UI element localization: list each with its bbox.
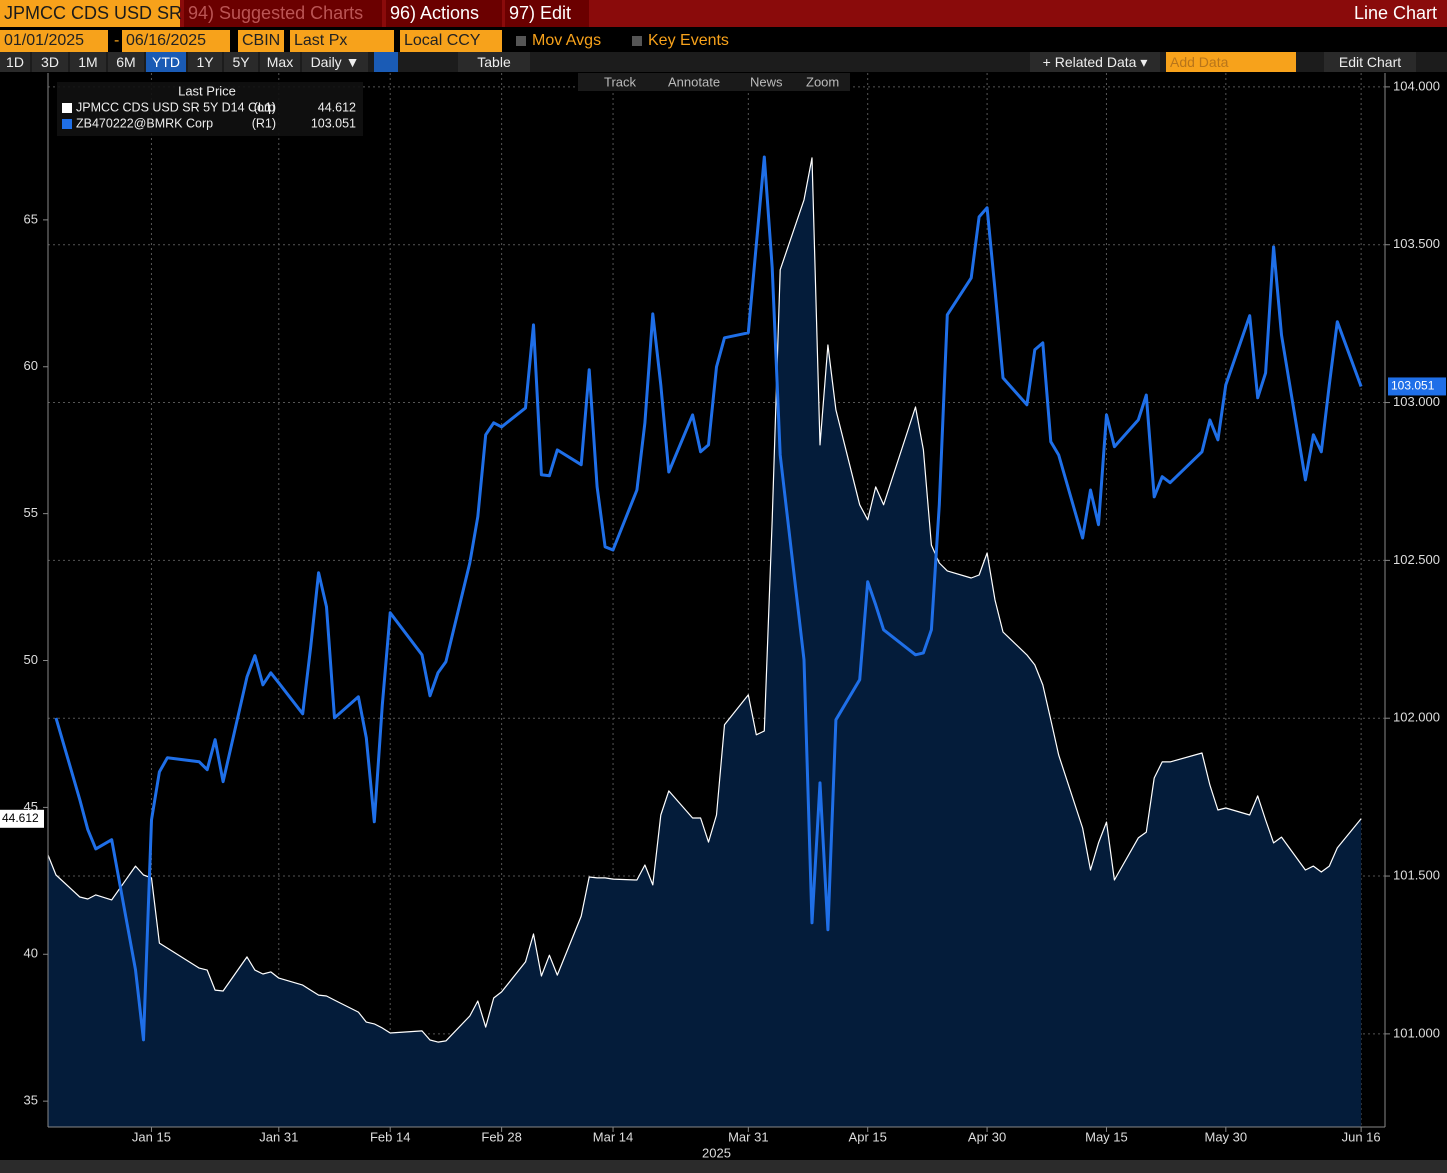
x-tick-label: May 30 (1205, 1129, 1248, 1144)
price-field[interactable]: Last Px (290, 30, 394, 52)
chart-tools (578, 73, 850, 91)
chart-tool[interactable]: News (750, 74, 783, 89)
line (54, 155, 1363, 1042)
period-button[interactable]: 1Y (188, 52, 222, 72)
period-button[interactable]: YTD (146, 52, 186, 72)
title-bar: JPMCC CDS USD SR 94) Suggested Charts 96… (0, 0, 1447, 27)
x-tick-label: Apr 30 (968, 1129, 1006, 1144)
area-fill (48, 157, 1362, 1127)
x-tick-label: Jun 16 (1342, 1129, 1381, 1144)
legend-name: JPMCC CDS USD SR 5Y D14 Corp (76, 100, 275, 114)
y-tick-label: 50 (24, 652, 38, 667)
legend-swatch (62, 103, 72, 113)
key-events-label: Key Events (648, 32, 729, 49)
actions-menu[interactable]: 96) Actions (386, 0, 502, 27)
x-tick-label: Mar 14 (593, 1129, 633, 1144)
legend-name: ZB470222@BMRK Corp (76, 116, 213, 130)
period-button[interactable]: 6M (108, 52, 144, 72)
period-button[interactable]: 5Y (224, 52, 258, 72)
line-icon[interactable] (374, 52, 398, 72)
edit-chart[interactable]: Edit Chart (1324, 52, 1416, 72)
last-value-badge (0, 809, 44, 828)
y2-tick-label: 101.000 (1393, 1025, 1440, 1040)
status-strip (0, 1160, 1447, 1173)
y2-tick-label: 101.500 (1393, 867, 1440, 882)
security-field[interactable]: JPMCC CDS USD SR (0, 0, 182, 27)
y2-tick-label: 103.500 (1393, 236, 1440, 251)
last-value-label: 103.051 (1391, 379, 1435, 393)
y-tick-label: 65 (24, 211, 38, 226)
checkbox[interactable] (516, 36, 526, 46)
mov-avgs-label: Mov Avgs (532, 32, 602, 49)
add-data[interactable]: Add Data (1166, 52, 1296, 72)
y-tick-label: 60 (24, 358, 38, 373)
period-bar: 1D 3D 1M 6M YTD 1Y 5Y Max Daily ▼ Table + Relat… (0, 52, 1447, 72)
x-tick-label: Feb 28 (481, 1129, 521, 1144)
suggested-charts[interactable]: 94) Suggested Charts (184, 0, 382, 27)
legend-tag: (L1) (254, 100, 276, 114)
chart-tool[interactable]: Annotate (668, 74, 720, 89)
x-tick-label: Jan 15 (132, 1129, 171, 1144)
view-name: Line Chart (1353, 3, 1437, 23)
mov-avgs[interactable]: Mov Avgs (512, 30, 605, 52)
legend-tag: (R1) (252, 116, 276, 130)
y2-tick-label: 104.000 (1393, 78, 1440, 93)
x-axis-label: 2025 (702, 1145, 731, 1160)
last-value-label: 44.612 (2, 811, 39, 825)
chart-tool[interactable]: Zoom (806, 74, 839, 89)
key-events[interactable]: Key Events (628, 30, 733, 52)
start-date[interactable]: 01/01/2025 (0, 30, 108, 52)
last-value-badge (1388, 377, 1446, 396)
legend-box (57, 82, 363, 136)
y-tick-label: 35 (24, 1093, 38, 1108)
x-tick-label: Apr 15 (849, 1129, 887, 1144)
chart-tool[interactable]: Track (604, 74, 637, 89)
x-tick-label: May 15 (1085, 1129, 1128, 1144)
y2-tick-label: 102.500 (1393, 552, 1440, 567)
legend-swatch (62, 119, 72, 129)
period-button[interactable]: Max (260, 52, 300, 72)
legend-value: 103.051 (311, 116, 356, 130)
y-tick-label: 55 (24, 505, 38, 520)
y-tick-label: 40 (24, 946, 38, 961)
source-field[interactable]: CBIN (238, 30, 284, 52)
chart: Jan 15 Jan 31 Feb 14 Feb 28 Mar 14 Mar 31 Apr … (0, 73, 1447, 1173)
frequency[interactable]: Daily ▼ (302, 52, 368, 72)
period-button[interactable]: 3D (32, 52, 68, 72)
table-button[interactable]: Table (458, 52, 530, 72)
x-tick-label: Feb 14 (370, 1129, 410, 1144)
y2-tick-label: 102.000 (1393, 710, 1440, 725)
date-dash: - (114, 32, 120, 49)
y2-tick-label: 103.000 (1393, 394, 1440, 409)
legend-title: Last Price (178, 83, 236, 98)
area-line (47, 157, 1362, 1043)
legend-value: 44.612 (318, 100, 356, 114)
settings-bar: 01/01/2025 - 06/16/2025 CBIN Last Px Loc… (0, 30, 1447, 52)
x-tick-label: Jan 31 (259, 1129, 298, 1144)
checkbox[interactable] (632, 36, 642, 46)
end-date[interactable]: 06/16/2025 (122, 30, 230, 52)
edit-menu[interactable]: 97) Edit (505, 0, 589, 27)
currency-field[interactable]: Local CCY (400, 30, 502, 52)
period-button[interactable]: 1M (70, 52, 106, 72)
x-tick-label: Mar 31 (728, 1129, 768, 1144)
related-data[interactable]: + Related Data ▾ (1030, 52, 1160, 72)
period-button[interactable]: 1D (0, 52, 30, 72)
